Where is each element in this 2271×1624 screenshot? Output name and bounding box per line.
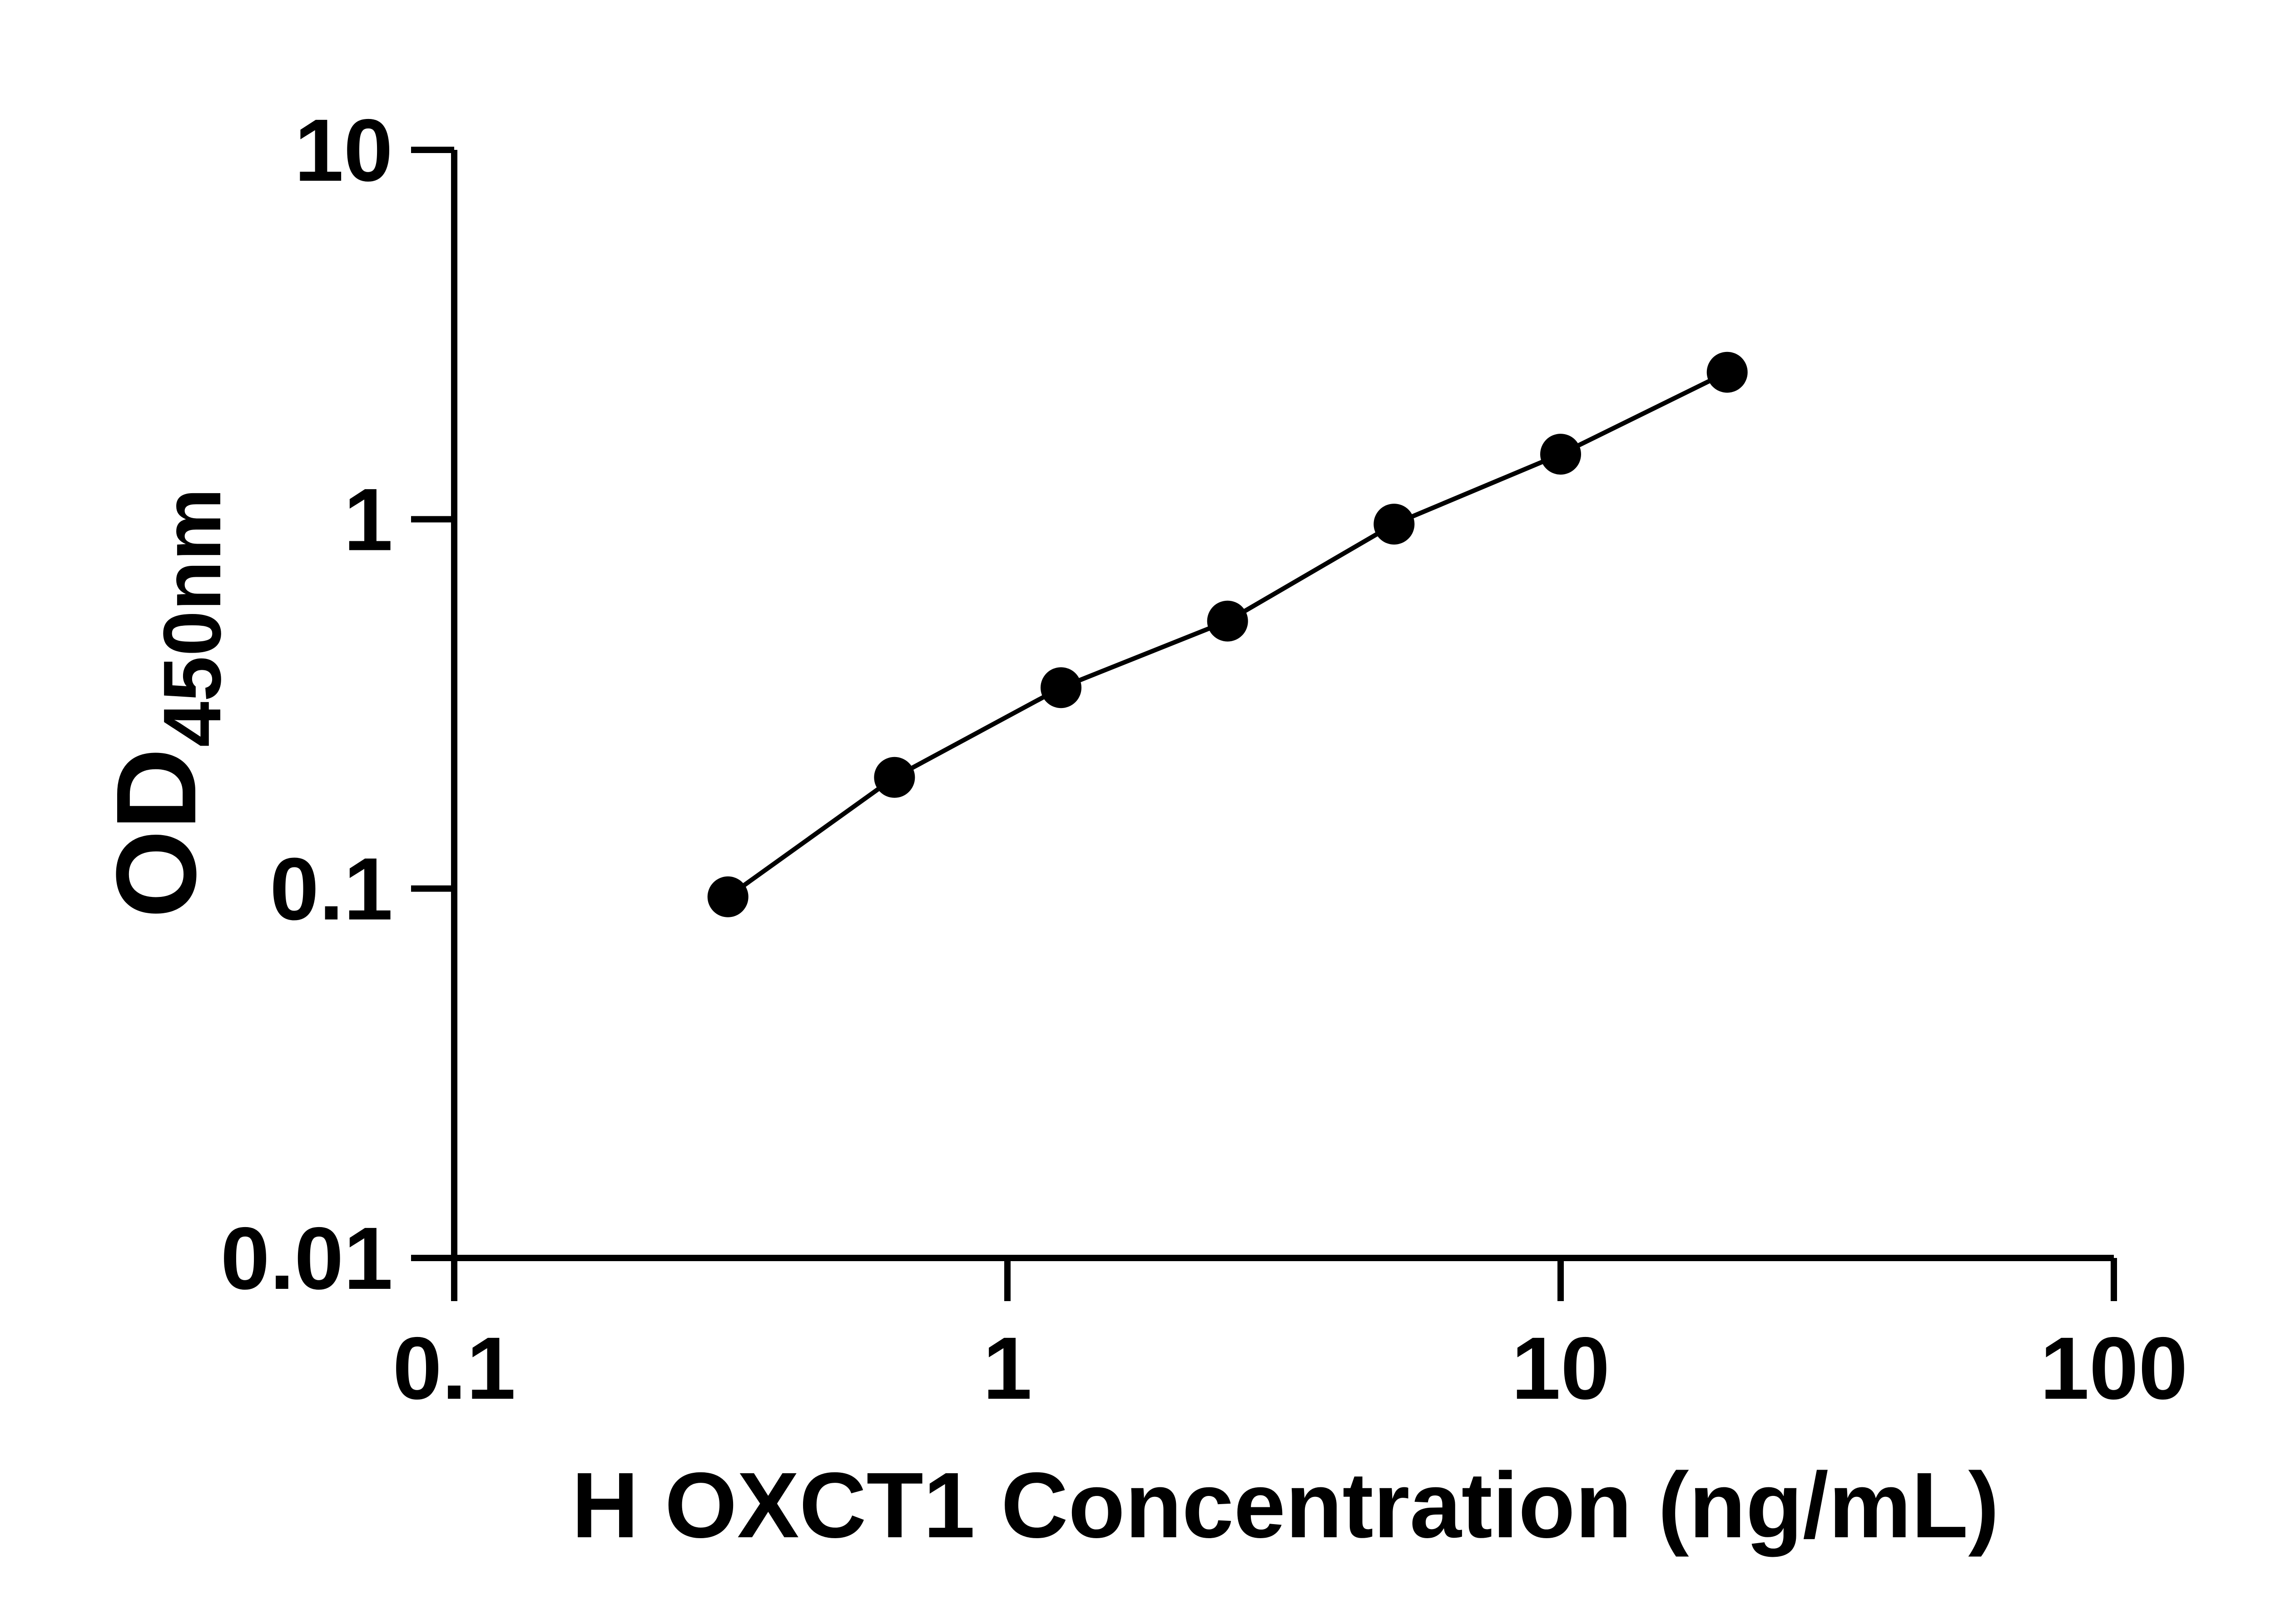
y-axis-title-main: OD bbox=[93, 748, 219, 918]
data-point bbox=[1540, 434, 1581, 475]
data-point bbox=[874, 757, 915, 798]
x-axis-tick-label: 1 bbox=[983, 1319, 1032, 1418]
y-axis-title: OD 450nm bbox=[93, 488, 238, 918]
data-point bbox=[1706, 352, 1748, 393]
x-axis-tick-label: 10 bbox=[1512, 1319, 1610, 1418]
x-axis-title: H OXCT1 Concentration (ng/mL) bbox=[571, 1453, 1999, 1557]
data-point bbox=[707, 876, 749, 917]
y-axis-title-subscript: 450nm bbox=[147, 488, 238, 747]
data-point bbox=[1041, 667, 1081, 708]
y-axis-tick-label: 10 bbox=[294, 101, 393, 200]
data-point bbox=[1207, 600, 1248, 642]
x-axis-tick-label: 100 bbox=[2040, 1319, 2187, 1418]
axes-layer: 0.1 1 10 100 0.01 0.1 1 10 bbox=[220, 101, 2187, 1418]
axis-spine bbox=[451, 150, 2114, 1261]
series-layer bbox=[707, 352, 1748, 917]
x-axis-tick-label: 0.1 bbox=[392, 1319, 516, 1418]
y-axis-tick-label: 0.01 bbox=[220, 1209, 393, 1308]
data-point bbox=[1374, 504, 1415, 545]
y-axis-tick-label: 0.1 bbox=[270, 840, 393, 939]
y-axis-tick-label: 1 bbox=[344, 470, 393, 569]
